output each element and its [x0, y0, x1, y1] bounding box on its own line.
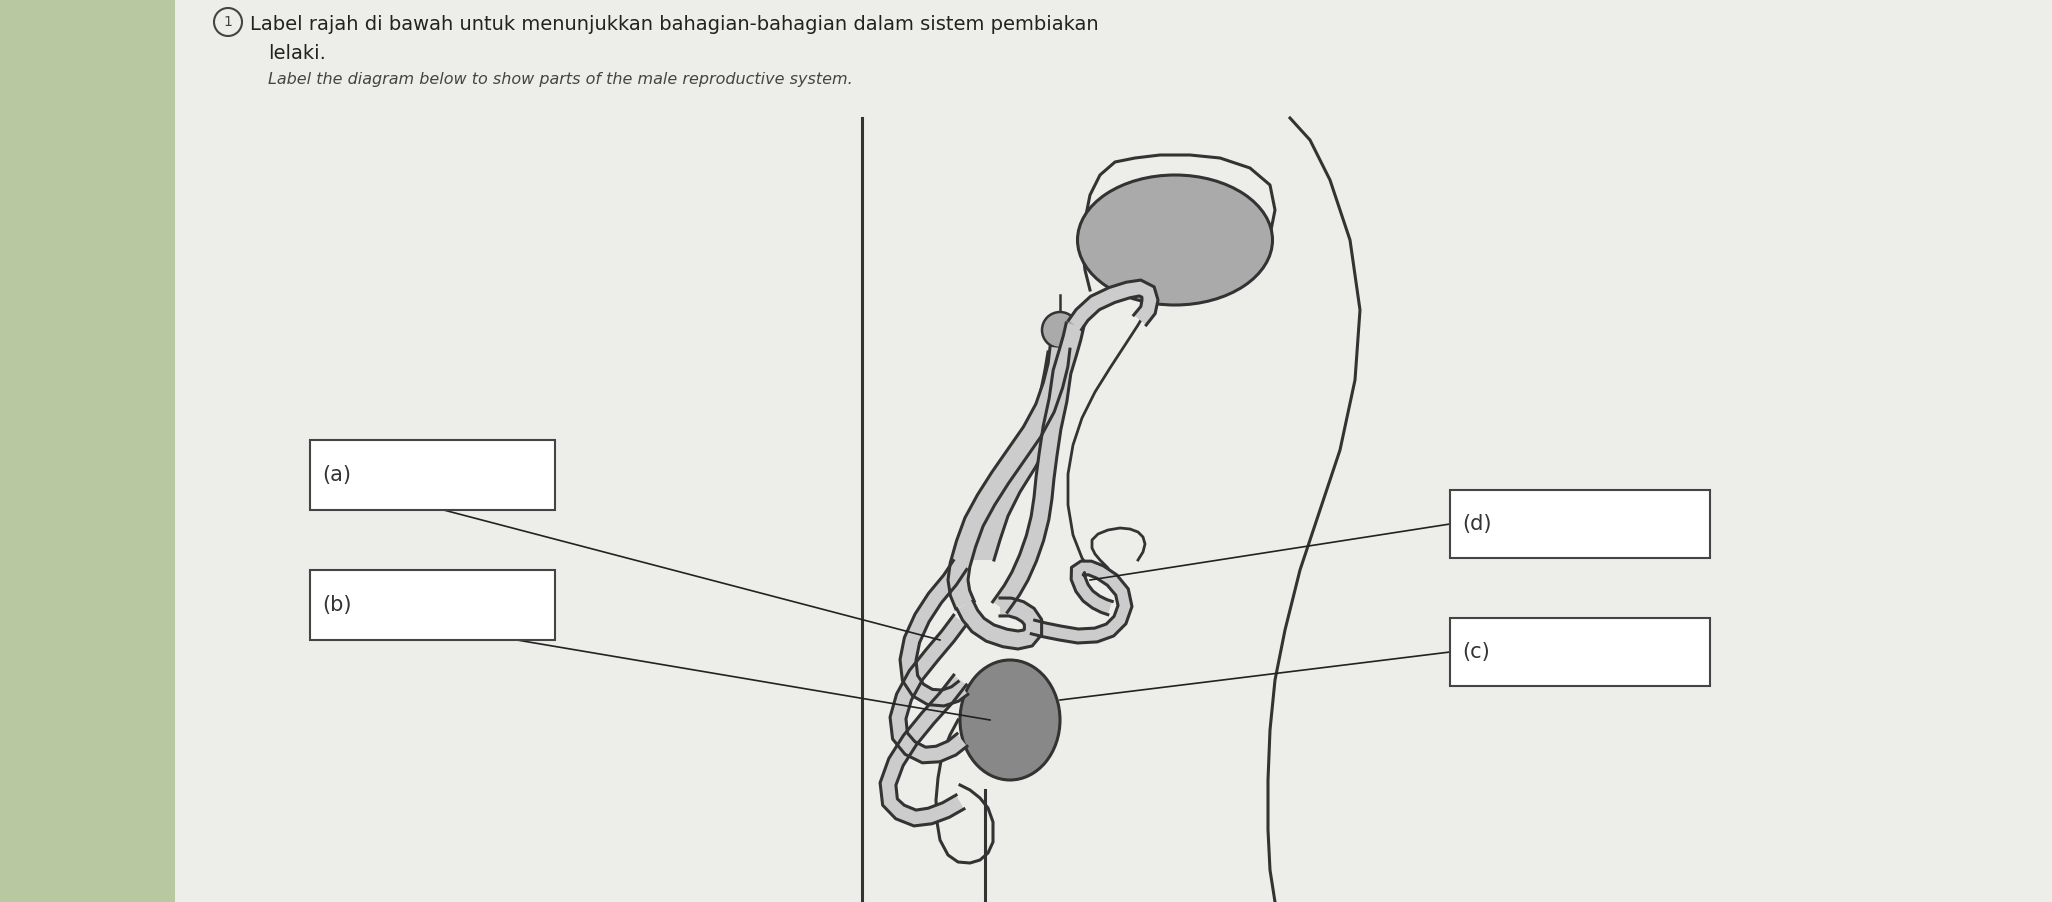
Text: (b): (b) — [322, 595, 351, 615]
FancyBboxPatch shape — [310, 440, 554, 510]
Text: (a): (a) — [322, 465, 351, 485]
Polygon shape — [901, 560, 969, 706]
Polygon shape — [880, 675, 966, 826]
FancyBboxPatch shape — [174, 0, 2052, 902]
Polygon shape — [993, 323, 1083, 612]
Text: Label rajah di bawah untuk menunjukkan bahagian-bahagian dalam sistem pembiakan: Label rajah di bawah untuk menunjukkan b… — [250, 15, 1098, 34]
Text: (d): (d) — [1461, 514, 1492, 534]
Ellipse shape — [1077, 175, 1272, 305]
FancyBboxPatch shape — [310, 570, 554, 640]
Polygon shape — [948, 347, 1069, 609]
Circle shape — [1042, 312, 1077, 348]
Text: Label the diagram below to show parts of the male reproductive system.: Label the diagram below to show parts of… — [269, 72, 854, 87]
FancyBboxPatch shape — [1451, 490, 1709, 558]
FancyBboxPatch shape — [1451, 618, 1709, 686]
Polygon shape — [956, 598, 1042, 649]
Text: lelaki.: lelaki. — [269, 44, 326, 63]
Ellipse shape — [960, 660, 1061, 780]
Text: 1: 1 — [224, 15, 232, 29]
Polygon shape — [1032, 561, 1133, 643]
Polygon shape — [1069, 280, 1157, 329]
Polygon shape — [891, 615, 966, 763]
FancyBboxPatch shape — [0, 0, 174, 902]
Text: (c): (c) — [1461, 642, 1490, 662]
Polygon shape — [964, 352, 1071, 560]
